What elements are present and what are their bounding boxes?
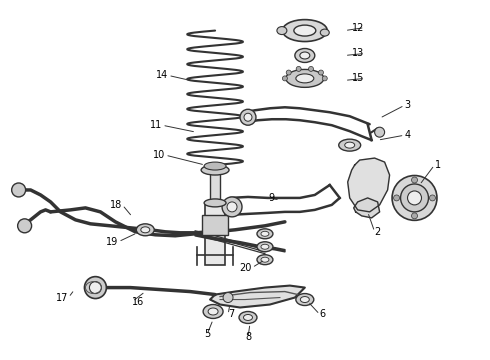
Circle shape bbox=[296, 67, 301, 71]
Ellipse shape bbox=[201, 165, 229, 175]
Ellipse shape bbox=[295, 49, 315, 62]
Circle shape bbox=[375, 127, 385, 137]
Circle shape bbox=[429, 195, 436, 201]
Text: 19: 19 bbox=[106, 237, 119, 247]
Ellipse shape bbox=[204, 199, 226, 207]
Ellipse shape bbox=[90, 282, 101, 293]
Text: 15: 15 bbox=[352, 73, 365, 84]
Text: 3: 3 bbox=[405, 100, 411, 110]
Ellipse shape bbox=[257, 229, 273, 239]
Text: 12: 12 bbox=[352, 23, 365, 33]
Ellipse shape bbox=[286, 69, 324, 87]
Circle shape bbox=[393, 195, 399, 201]
Ellipse shape bbox=[141, 227, 150, 233]
Ellipse shape bbox=[300, 52, 310, 59]
Polygon shape bbox=[354, 198, 380, 218]
Circle shape bbox=[12, 183, 25, 197]
Circle shape bbox=[244, 113, 252, 121]
Ellipse shape bbox=[400, 184, 428, 212]
Circle shape bbox=[282, 76, 287, 81]
Ellipse shape bbox=[320, 29, 329, 36]
Bar bbox=[202, 215, 228, 235]
Circle shape bbox=[412, 177, 417, 183]
Ellipse shape bbox=[296, 293, 314, 306]
Text: 14: 14 bbox=[156, 71, 168, 80]
Circle shape bbox=[222, 197, 242, 217]
Text: 9: 9 bbox=[268, 193, 274, 203]
Text: 20: 20 bbox=[240, 263, 252, 273]
Text: 13: 13 bbox=[352, 49, 365, 58]
Ellipse shape bbox=[244, 315, 252, 320]
Ellipse shape bbox=[203, 305, 223, 319]
Circle shape bbox=[227, 202, 237, 212]
Circle shape bbox=[286, 70, 291, 75]
Ellipse shape bbox=[296, 74, 314, 83]
Bar bbox=[210, 170, 220, 205]
Ellipse shape bbox=[261, 244, 269, 249]
Ellipse shape bbox=[136, 224, 154, 236]
Text: 17: 17 bbox=[56, 293, 69, 302]
Text: 7: 7 bbox=[228, 310, 234, 319]
Ellipse shape bbox=[282, 20, 327, 41]
Ellipse shape bbox=[339, 139, 361, 151]
Ellipse shape bbox=[345, 142, 355, 148]
Ellipse shape bbox=[261, 257, 269, 262]
Polygon shape bbox=[348, 158, 390, 212]
Ellipse shape bbox=[204, 162, 226, 170]
Polygon shape bbox=[210, 285, 305, 307]
Ellipse shape bbox=[392, 176, 437, 220]
Circle shape bbox=[309, 67, 314, 71]
Text: 10: 10 bbox=[153, 150, 165, 160]
Circle shape bbox=[318, 70, 323, 75]
Text: 8: 8 bbox=[245, 332, 251, 342]
Ellipse shape bbox=[257, 242, 273, 252]
Ellipse shape bbox=[300, 297, 309, 302]
Ellipse shape bbox=[294, 25, 316, 36]
Text: 6: 6 bbox=[320, 310, 326, 319]
Circle shape bbox=[240, 109, 256, 125]
Text: 4: 4 bbox=[405, 130, 411, 140]
Text: 16: 16 bbox=[132, 297, 145, 306]
Text: 5: 5 bbox=[204, 329, 210, 339]
Bar bbox=[205, 205, 225, 265]
Ellipse shape bbox=[208, 308, 218, 315]
Circle shape bbox=[322, 76, 327, 81]
Ellipse shape bbox=[239, 311, 257, 323]
Circle shape bbox=[412, 213, 417, 219]
Ellipse shape bbox=[277, 27, 287, 35]
Ellipse shape bbox=[84, 276, 106, 298]
Text: 11: 11 bbox=[150, 120, 162, 130]
Ellipse shape bbox=[261, 231, 269, 236]
Text: 1: 1 bbox=[435, 160, 441, 170]
Text: 18: 18 bbox=[110, 200, 122, 210]
Ellipse shape bbox=[257, 255, 273, 265]
Text: 2: 2 bbox=[375, 227, 381, 237]
Circle shape bbox=[223, 293, 233, 302]
Circle shape bbox=[18, 219, 32, 233]
Ellipse shape bbox=[408, 191, 421, 205]
